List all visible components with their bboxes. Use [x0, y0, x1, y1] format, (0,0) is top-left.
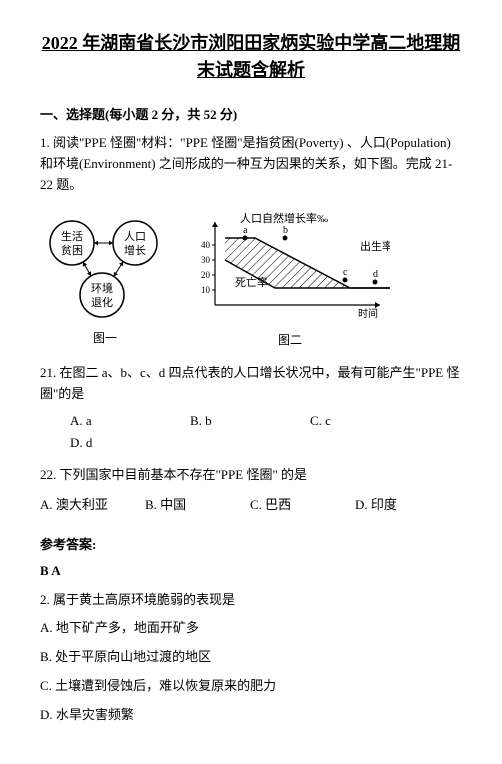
q22-option-d: D. 印度	[355, 494, 460, 513]
q2-option-3: D. 水旱灾害频繁	[40, 705, 462, 726]
svg-text:30: 30	[201, 255, 211, 265]
svg-text:a: a	[243, 225, 248, 236]
q21-stem: 21. 在图二 a、b、c、d 四点代表的人口增长状况中，最有可能产生"PPE …	[40, 363, 462, 405]
svg-text:人口自然增长率‰: 人口自然增长率‰	[240, 211, 328, 225]
q21-option-d: D. d	[70, 435, 190, 451]
svg-text:10: 10	[201, 285, 211, 295]
q21-option-b: B. b	[190, 413, 310, 429]
q22-option-b: B. 中国	[145, 494, 250, 513]
q2-option-2: C. 土壤遭到侵蚀后，难以恢复原来的肥力	[40, 676, 462, 697]
svg-text:退化: 退化	[91, 295, 113, 309]
svg-text:时间: 时间	[358, 307, 378, 320]
q22-option-a: A. 澳大利亚	[40, 494, 145, 513]
svg-text:d: d	[373, 269, 378, 280]
ppe-circle-diagram: 生活贫困 人口增长环境退化	[40, 213, 170, 323]
section-heading: 一、选择题(每小题 2 分，共 52 分)	[40, 104, 462, 123]
q22-option-c: C. 巴西	[250, 494, 355, 513]
q1-intro: 1. 阅读"PPE 怪圈"材料："PPE 怪圈"是指贫困(Poverty) 、人…	[40, 133, 462, 195]
answer-heading: 参考答案:	[40, 534, 462, 553]
svg-text:人口: 人口	[124, 230, 146, 243]
svg-text:c: c	[343, 267, 348, 278]
svg-text:环境: 环境	[91, 281, 113, 295]
q2-options: A. 地下矿产多，地面开矿多 B. 处于平原向山地过渡的地区 C. 土壤遭到侵蚀后，…	[40, 618, 462, 725]
population-growth-chart: 10 20 30 40 人口自然增长率‰ 时间 出生率死亡率 a b c d	[190, 210, 390, 325]
figure-one: 生活贫困 人口增长环境退化 图一	[40, 213, 170, 346]
svg-text:贫困: 贫困	[61, 243, 83, 257]
svg-text:b: b	[283, 225, 288, 236]
figures-row: 生活贫困 人口增长环境退化 图一 10 20 30 40 人口自然增长率‰ 时间 出生率死亡率…	[40, 210, 462, 348]
svg-text:生活: 生活	[61, 229, 83, 243]
q21-option-c: C. c	[310, 413, 430, 429]
svg-text:出生率: 出生率	[360, 239, 390, 253]
q21-option-a: A. a	[70, 413, 190, 429]
q22-stem: 22. 下列国家中目前基本不存在"PPE 怪圈" 的是	[40, 465, 462, 486]
svg-text:死亡率: 死亡率	[235, 275, 268, 289]
svg-text:40: 40	[201, 240, 211, 250]
svg-text:增长: 增长	[124, 243, 146, 257]
page-title: 2022 年湖南省长沙市浏阳田家炳实验中学高二地理期末试题含解析	[40, 30, 462, 84]
q22-options: A. 澳大利亚B. 中国C. 巴西D. 印度	[40, 494, 462, 519]
figure-one-label: 图一	[93, 329, 117, 346]
q2-option-0: A. 地下矿产多，地面开矿多	[40, 618, 462, 639]
figure-two-label: 图二	[278, 331, 302, 348]
answer-text: B A	[40, 561, 462, 582]
q21-options: A. aB. bC. c D. d	[70, 413, 462, 457]
q2-option-1: B. 处于平原向山地过渡的地区	[40, 647, 462, 668]
svg-text:20: 20	[201, 270, 211, 280]
q2-stem: 2. 属于黄土高原环境脆弱的表现是	[40, 590, 462, 611]
figure-two: 10 20 30 40 人口自然增长率‰ 时间 出生率死亡率 a b c d 图二	[190, 210, 390, 348]
